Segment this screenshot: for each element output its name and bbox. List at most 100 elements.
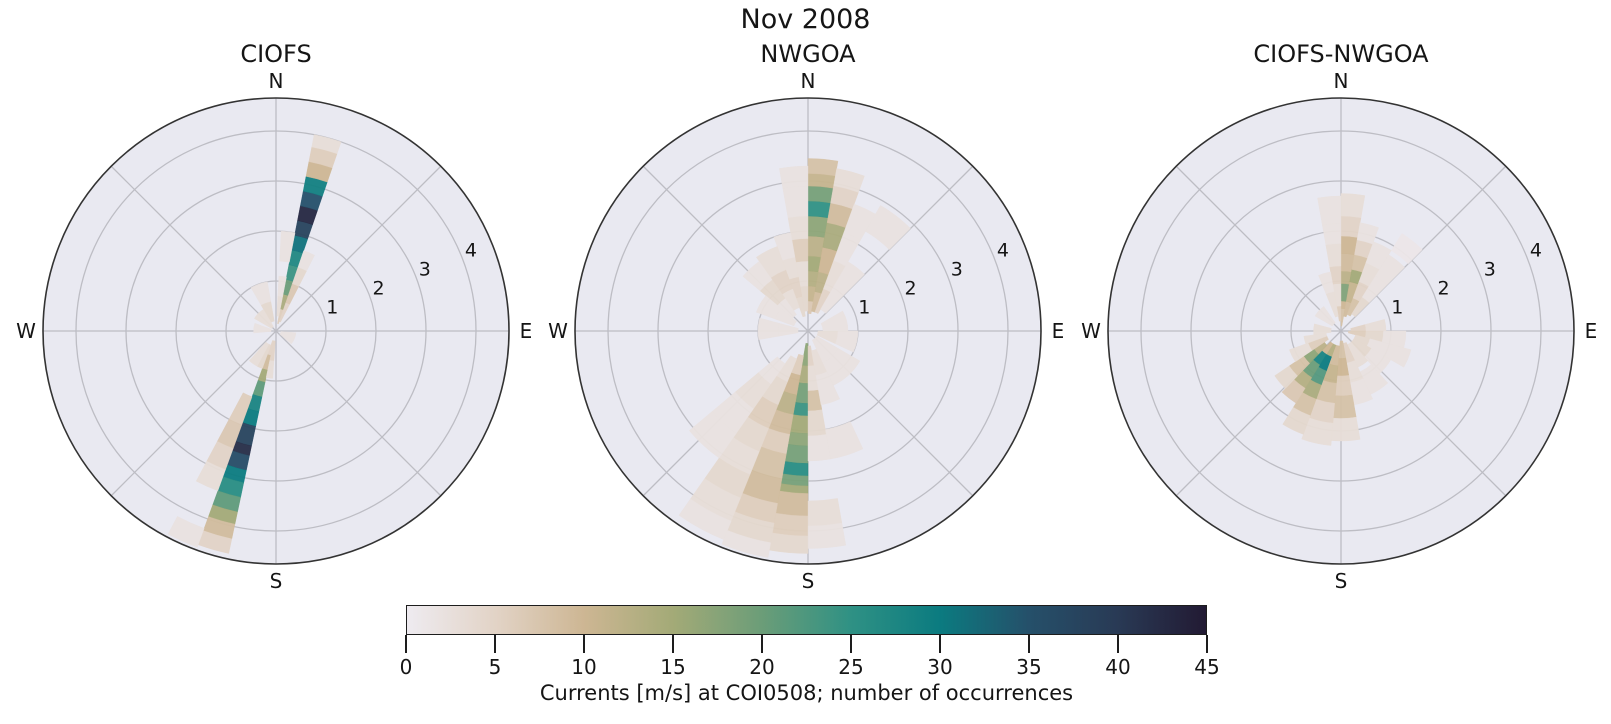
direction-label-e: E	[1052, 319, 1065, 343]
direction-label-n: N	[801, 71, 816, 93]
colorbar-tick-mark	[672, 635, 674, 653]
rose-petal-cell	[1391, 233, 1423, 265]
radial-tick-label: 1	[858, 297, 870, 319]
colorbar-tick-mark	[494, 635, 496, 653]
radial-tick-label: 4	[1530, 239, 1542, 261]
colorbar-tick-label: 25	[838, 655, 864, 679]
rose-petal-cell	[807, 185, 834, 204]
rose-petal-cell	[1375, 254, 1405, 286]
figure-suptitle: Nov 2008	[740, 4, 871, 35]
rose-petal-cell	[807, 434, 831, 462]
panel-title-nwgoa: NWGOA	[760, 40, 856, 68]
colorbar-tick-label: 30	[927, 655, 953, 679]
colorbar-tick-label: 35	[1016, 655, 1042, 679]
radial-tick-label: 4	[997, 239, 1009, 261]
rose-petal-cell	[279, 331, 297, 345]
rose-petal-cell	[311, 134, 342, 154]
rose-petal-cell	[773, 232, 796, 261]
radial-tick-label: 2	[373, 278, 385, 300]
rose-petal-cell	[1318, 271, 1335, 295]
rose-petal-cell	[807, 522, 847, 549]
rose-petal-cell	[769, 532, 809, 554]
colorbar-tick-mark	[1206, 635, 1208, 653]
radial-tick-label: 3	[419, 258, 431, 280]
direction-label-w: W	[548, 319, 568, 343]
rose-petal-cell	[297, 250, 315, 272]
rose-petal-cell	[775, 490, 809, 517]
panel-title-ciofs: CIOFS	[240, 40, 312, 68]
rose-petal-cell	[822, 348, 861, 386]
polar-rose-chart-nwgoa: 1 2 3 4 N E S W	[548, 71, 1065, 591]
rose-petal-cell	[756, 246, 787, 279]
grid-spoke	[110, 330, 277, 497]
rose-petal-cell	[793, 402, 809, 417]
rose-petal-cell	[779, 165, 809, 189]
direction-label-n: N	[1334, 71, 1349, 93]
radial-tick-label: 2	[1438, 278, 1450, 300]
colorbar-tick-mark	[583, 635, 585, 653]
rose-petal-cell	[833, 168, 865, 193]
colorbar-tick-label: 45	[1194, 655, 1220, 679]
rose-petal-cell	[1314, 306, 1336, 327]
rose-petal-cell	[1340, 193, 1366, 218]
colorbar-tick-label: 40	[1105, 655, 1131, 679]
colorbar-tick-mark	[761, 635, 763, 653]
grid-spoke	[275, 165, 442, 332]
rose-petal-cell	[254, 309, 274, 329]
colorbar-tick-mark	[405, 635, 407, 653]
colorbar-tick-mark	[1117, 635, 1119, 653]
colorbar-label: Currents [m/s] at COI0508; number of occ…	[539, 681, 1074, 705]
rose-petal-cell	[1303, 332, 1328, 345]
rose-petal-cell	[279, 230, 296, 263]
colorbar-tick-label: 5	[488, 655, 502, 679]
rose-petal-cell	[195, 460, 226, 492]
rose-petal-cell	[815, 371, 840, 406]
radial-tick-label: 1	[326, 297, 338, 319]
rose-petal-cell	[807, 158, 839, 177]
colorbar-ticks: 0 5 10 15 20 25 30 35 40 45	[400, 635, 1220, 681]
radial-tick-label: 1	[1391, 297, 1403, 319]
polar-spine	[574, 97, 1042, 565]
polar-spine	[1107, 97, 1575, 565]
polar-rose-chart-ciofs-nwgoa: 1 2 3 4 N E S W	[1081, 71, 1597, 591]
rose-petal-cell	[807, 173, 836, 189]
rose-petal-cell	[688, 411, 737, 459]
rose-petal-cell	[1333, 394, 1357, 419]
rose-petal-cell	[250, 281, 272, 306]
grid-spoke	[1175, 165, 1342, 332]
colorbar	[406, 605, 1207, 635]
polar-rose-chart-ciofs: 1 2 3 4 N E S W	[16, 71, 532, 591]
colorbar-tick-mark	[850, 635, 852, 653]
rose-petal-cell	[1274, 365, 1298, 389]
rose-petal-cell	[825, 421, 864, 460]
rose-petal-cell	[277, 275, 287, 297]
rose-petal-cell	[265, 360, 275, 379]
rose-petal-cell	[1322, 223, 1342, 246]
rose-petal-cell	[782, 461, 809, 477]
radial-tick-label: 3	[951, 258, 963, 280]
polar-spine	[42, 97, 510, 565]
rose-petal-cell	[865, 205, 911, 250]
direction-label-w: W	[1081, 319, 1101, 343]
rose-petal-cell	[756, 295, 782, 320]
direction-label-w: W	[16, 319, 36, 343]
colorbar-tick-label: 10	[571, 655, 597, 679]
rose-petal-cell	[678, 498, 732, 540]
rose-petal-cell	[807, 200, 831, 218]
rose-petal-cell	[1313, 323, 1332, 336]
radial-tick-label: 3	[1484, 258, 1496, 280]
rose-petal-cell	[167, 516, 205, 548]
grid-spoke	[110, 165, 277, 332]
colorbar-tick-label: 0	[399, 655, 413, 679]
colorbar-tick-label: 15	[660, 655, 686, 679]
colorbar-tick-mark	[1028, 635, 1030, 653]
colorbar-tick-label: 20	[749, 655, 775, 679]
rose-petal-cell	[772, 512, 809, 537]
direction-label-s: S	[270, 569, 283, 591]
rose-petal-cell	[1331, 416, 1361, 442]
radial-tick-label: 4	[465, 239, 477, 261]
grid-spoke	[275, 330, 442, 497]
colorbar-tick-mark	[939, 635, 941, 653]
rose-petal-cell	[832, 261, 865, 296]
